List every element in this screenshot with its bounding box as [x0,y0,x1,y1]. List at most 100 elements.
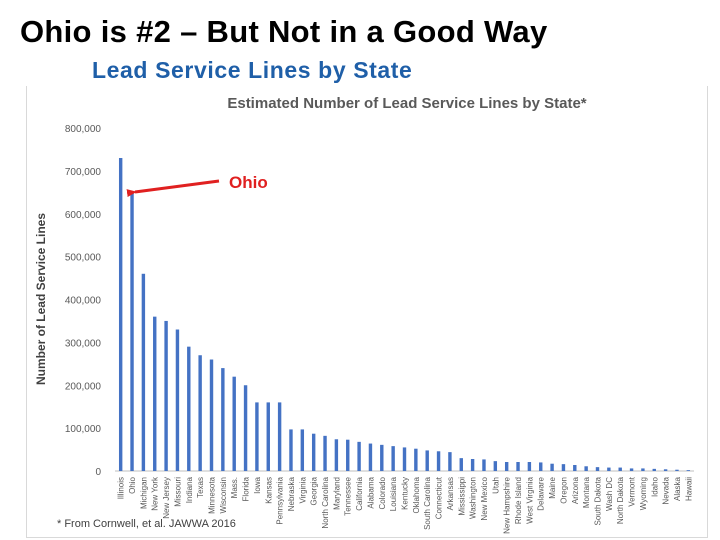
bar-oregon [561,464,566,471]
bar-florida [243,385,248,471]
bar-kansas [266,402,270,471]
bar-wash-dc [607,467,611,471]
bar-maine [550,463,554,471]
bar-alabama [368,443,373,471]
bar-south-dakota [595,467,600,471]
bar-hawaii [686,470,691,471]
x-tick-label: Iowa [253,476,262,493]
x-tick-label: Oklahoma [412,476,421,513]
x-tick-label: Kentucky [401,477,410,510]
slide-title: Ohio is #2 – But Not in a Good Way [20,14,548,49]
bar-kentucky [402,447,407,471]
bar-utah [493,461,498,471]
y-tick-label: 700,000 [65,167,102,178]
bar-new-jersey [164,320,168,471]
bar-oklahoma [414,448,418,471]
bar-colorado [380,444,384,471]
bar-delaware [539,462,543,471]
x-tick-label: New Jersey [162,477,171,519]
y-axis-label: Number of Lead Service Lines [34,213,48,385]
bar-ohio [130,192,134,471]
x-tick-label: Hawaii [684,477,693,501]
annotation-arrow [126,179,220,198]
bar-new-york [153,316,157,471]
y-tick-label: 600,000 [65,210,102,221]
bar-montana [584,466,588,471]
bar-nevada [663,469,668,471]
x-tick-label: Texas [196,477,205,498]
x-tick-label: Nebraska [287,476,296,511]
x-tick-label: Michigan [139,477,148,509]
x-tick-label: Florida [242,476,251,501]
y-tick-labels: 0 100,000 200,000 300,000 400,000 500,000 600,… [65,124,102,478]
x-tick-label: Louisiana [389,476,398,511]
y-tick-label: 200,000 [65,381,102,392]
x-tick-label: Connecticut [435,476,444,519]
x-tick-label: Wash DC [605,477,614,511]
x-tick-label: Delaware [537,476,546,510]
x-tick-label: Tennessee [344,476,353,515]
bar-connecticut [436,451,441,471]
bar-vermont [629,468,634,471]
x-tick-label: North Dakota [616,476,625,524]
bar-idaho [652,468,656,471]
x-tick-label: Virginia [298,476,307,503]
x-tick-label: Illinois [117,477,126,499]
bar-virginia [300,429,305,471]
bar-wyoming [641,468,645,471]
x-tick-label: Rhode Island [514,477,523,524]
bar-georgia [311,433,316,471]
x-tick-label: Wisconsin [219,477,228,513]
bar-alaska [675,469,679,471]
x-tick-label: California [355,476,364,510]
bar-texas [198,355,202,471]
x-tick-label: Alabama [366,476,375,508]
bar-illinois [118,158,123,471]
y-tick-label: 800,000 [65,124,102,135]
y-tick-label: 0 [95,467,101,478]
bar-new-mexico [482,459,486,471]
bar-new-hampshire [504,462,509,471]
x-tick-label: New Mexico [480,476,489,520]
y-tick-label: 100,000 [65,424,102,435]
x-tick-label: Kansas [264,477,273,504]
x-tick-label: New Hampshire [503,476,512,533]
x-tick-label: Oregon [559,477,568,504]
x-tick-label: Arkansas [446,477,455,510]
x-tick-label: Minnesota [208,476,217,513]
x-tick-label: Arizona [571,476,580,504]
x-tick-label: Idaho [650,476,659,497]
bar-arizona [573,465,577,471]
chart-title: Estimated Number of Lead Service Lines b… [227,95,586,112]
bar-north-carolina [323,435,327,471]
x-tick-labels: Illinois Ohio Michigan New York New Jersey Mi… [117,476,694,534]
slide-subtitle: Lead Service Lines by State [92,57,413,83]
bar-south-carolina [425,450,429,471]
bar-iowa [255,402,259,471]
x-tick-label: Pennsylvania [276,476,285,524]
bar-missouri [175,329,180,471]
x-tick-label: Ohio [128,476,137,493]
bar-rhode-island [516,462,520,471]
x-tick-label: Missouri [173,477,182,507]
x-tick-label: Alaska [673,476,682,501]
lead-lines-chart: Estimated Number of Lead Service Lines b… [34,95,694,534]
chart-frame: Estimated Number of Lead Service Lines b… [26,86,708,538]
x-tick-label: Mississippi [457,477,466,516]
bar-minnesota [209,359,214,471]
x-tick-label: Maine [548,476,557,498]
x-tick-label: Nevada [662,476,671,504]
y-tick-label: 500,000 [65,253,102,264]
x-tick-label: Washington [469,477,478,519]
bar-tennessee [346,439,350,471]
bar-washington [470,459,475,471]
x-tick-label: Colorado [378,476,387,509]
x-tick-label: South Carolina [423,476,432,529]
bar-west-virginia [527,462,532,471]
x-tick-label: Mass. [230,477,239,498]
bar-nebraska [289,429,293,471]
x-tick-label: Wyoming [639,477,648,510]
x-tick-label: New York [151,476,160,511]
x-tick-label: Maryland [332,477,341,510]
bar-louisiana [391,446,395,471]
